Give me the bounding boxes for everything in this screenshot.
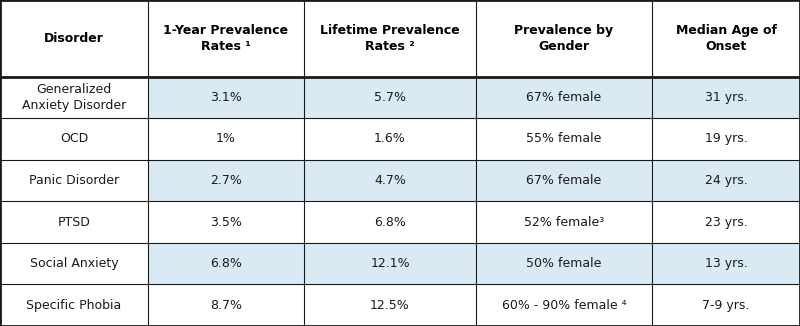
Bar <box>0 243 148 284</box>
Bar <box>652 118 800 160</box>
Text: 67% female: 67% female <box>526 174 602 187</box>
Bar <box>148 201 304 243</box>
Text: 8.7%: 8.7% <box>210 299 242 312</box>
Bar <box>304 243 476 284</box>
Text: 24 yrs.: 24 yrs. <box>705 174 747 187</box>
Bar <box>476 201 652 243</box>
Bar <box>148 243 304 284</box>
Text: 5.7%: 5.7% <box>374 91 406 104</box>
Bar <box>0 284 148 326</box>
Text: Lifetime Prevalence
Rates ²: Lifetime Prevalence Rates ² <box>320 24 460 53</box>
Bar <box>304 284 476 326</box>
Text: 13 yrs.: 13 yrs. <box>705 257 747 270</box>
Bar <box>148 284 304 326</box>
Bar <box>476 284 652 326</box>
Text: Median Age of
Onset: Median Age of Onset <box>675 24 777 53</box>
Text: 6.8%: 6.8% <box>210 257 242 270</box>
Bar <box>652 77 800 118</box>
Text: 1%: 1% <box>216 132 236 145</box>
Bar <box>476 118 652 160</box>
Bar <box>652 284 800 326</box>
Bar <box>304 118 476 160</box>
Bar <box>304 201 476 243</box>
Bar <box>476 160 652 201</box>
Text: 67% female: 67% female <box>526 91 602 104</box>
Text: Specific Phobia: Specific Phobia <box>26 299 122 312</box>
Bar <box>148 160 304 201</box>
Bar <box>0 160 148 201</box>
Text: Panic Disorder: Panic Disorder <box>29 174 119 187</box>
Bar <box>148 118 304 160</box>
Text: Social Anxiety: Social Anxiety <box>30 257 118 270</box>
Text: 52% female³: 52% female³ <box>524 215 604 229</box>
Bar <box>304 77 476 118</box>
Text: 6.8%: 6.8% <box>374 215 406 229</box>
Text: 55% female: 55% female <box>526 132 602 145</box>
Bar <box>304 160 476 201</box>
Text: 19 yrs.: 19 yrs. <box>705 132 747 145</box>
Text: Disorder: Disorder <box>44 32 104 45</box>
Bar <box>0 77 148 118</box>
Text: 1-Year Prevalence
Rates ¹: 1-Year Prevalence Rates ¹ <box>163 24 289 53</box>
Text: 7-9 yrs.: 7-9 yrs. <box>702 299 750 312</box>
Bar <box>148 77 304 118</box>
Text: Prevalence by
Gender: Prevalence by Gender <box>514 24 614 53</box>
Text: 4.7%: 4.7% <box>374 174 406 187</box>
Text: 2.7%: 2.7% <box>210 174 242 187</box>
Text: 12.5%: 12.5% <box>370 299 410 312</box>
Bar <box>0 118 148 160</box>
Text: 60% - 90% female ⁴: 60% - 90% female ⁴ <box>502 299 626 312</box>
Text: PTSD: PTSD <box>58 215 90 229</box>
Bar <box>652 160 800 201</box>
Text: 23 yrs.: 23 yrs. <box>705 215 747 229</box>
Text: 3.1%: 3.1% <box>210 91 242 104</box>
Text: 3.5%: 3.5% <box>210 215 242 229</box>
Text: 50% female: 50% female <box>526 257 602 270</box>
Bar <box>476 77 652 118</box>
Bar <box>652 243 800 284</box>
Bar <box>0 0 800 77</box>
Bar <box>0 201 148 243</box>
Text: 12.1%: 12.1% <box>370 257 410 270</box>
Text: 1.6%: 1.6% <box>374 132 406 145</box>
Text: OCD: OCD <box>60 132 88 145</box>
Text: 31 yrs.: 31 yrs. <box>705 91 747 104</box>
Bar <box>476 243 652 284</box>
Bar <box>652 201 800 243</box>
Text: Generalized
Anxiety Disorder: Generalized Anxiety Disorder <box>22 83 126 112</box>
